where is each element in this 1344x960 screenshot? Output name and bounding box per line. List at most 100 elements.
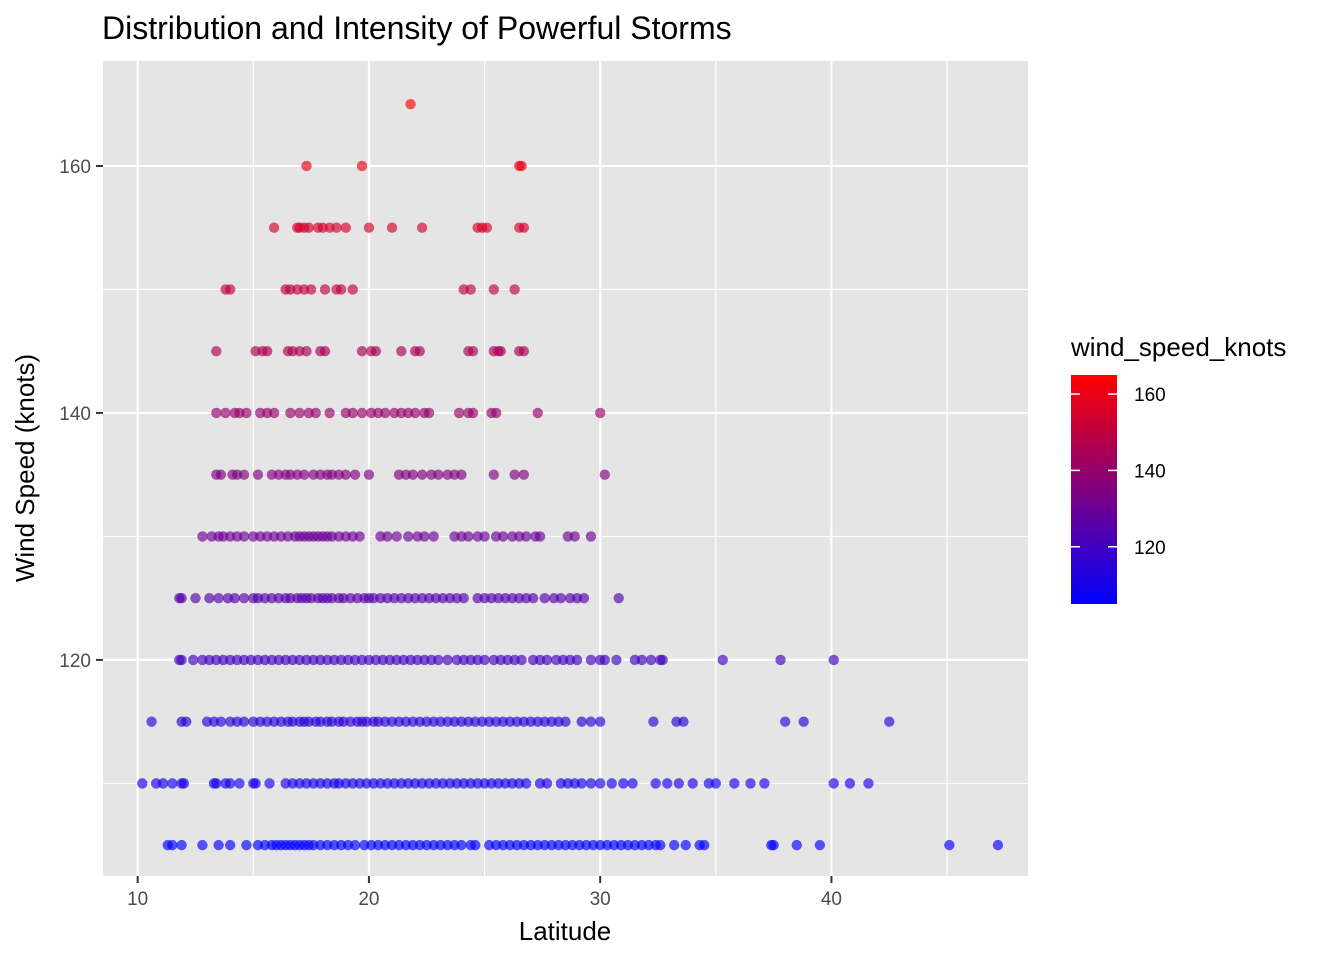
data-point — [687, 778, 698, 789]
data-point — [828, 654, 839, 666]
data-point — [534, 531, 546, 542]
data-point — [645, 654, 657, 666]
data-point — [541, 778, 553, 789]
data-point — [944, 839, 955, 851]
data-point — [465, 284, 476, 295]
y-tick-label: 120 — [59, 651, 91, 672]
data-point — [648, 716, 659, 727]
data-point — [710, 778, 722, 789]
data-point — [541, 654, 553, 666]
data-point — [467, 345, 479, 357]
data-point — [863, 778, 874, 789]
data-point — [363, 222, 375, 233]
data-point — [264, 778, 275, 789]
data-point — [213, 592, 224, 604]
data-point — [319, 284, 331, 295]
data-point — [555, 592, 567, 604]
data-point — [594, 407, 606, 419]
data-point — [167, 839, 178, 851]
x-axis-title: Latitude — [519, 916, 612, 946]
data-point — [181, 716, 192, 727]
data-point — [197, 531, 208, 542]
data-point — [479, 531, 490, 542]
data-point — [229, 592, 241, 604]
data-point — [379, 407, 391, 419]
data-point — [585, 716, 597, 727]
y-axis-ticks: 120 140 160 — [59, 157, 103, 672]
data-point — [611, 654, 622, 666]
data-point — [680, 839, 691, 851]
data-point — [224, 839, 236, 851]
data-point — [176, 592, 187, 604]
data-point — [340, 469, 352, 480]
x-tick-label: 30 — [590, 889, 611, 910]
data-point — [234, 778, 245, 789]
data-point — [238, 531, 250, 542]
data-point — [433, 654, 444, 666]
data-point — [662, 778, 673, 789]
data-point — [176, 839, 187, 851]
data-point — [814, 839, 826, 851]
data-point — [356, 160, 368, 172]
data-point — [391, 531, 402, 542]
data-point — [220, 407, 231, 419]
data-point — [518, 222, 530, 233]
x-tick-label: 40 — [821, 889, 842, 910]
x-tick-label: 20 — [358, 889, 379, 910]
data-point — [636, 654, 648, 666]
legend-tick-label: 120 — [1134, 538, 1166, 559]
data-point — [768, 839, 779, 851]
data-point — [211, 407, 222, 419]
data-point — [414, 345, 426, 357]
data-point — [576, 778, 587, 789]
data-point — [599, 654, 611, 666]
data-point — [303, 222, 315, 233]
data-point — [310, 407, 321, 419]
data-point — [238, 592, 250, 604]
data-point — [613, 592, 624, 604]
data-point — [779, 716, 791, 727]
data-point — [403, 531, 414, 542]
data-point — [382, 531, 393, 542]
data-point — [456, 839, 467, 851]
data-point — [488, 469, 500, 480]
data-point — [305, 284, 317, 295]
data-point — [532, 407, 543, 419]
data-point — [241, 407, 252, 419]
data-point — [187, 654, 199, 666]
data-point — [518, 469, 530, 480]
data-point — [463, 531, 474, 542]
data-point — [509, 469, 520, 480]
data-point — [347, 284, 358, 295]
data-point — [479, 654, 490, 666]
data-point — [495, 345, 506, 357]
data-point — [347, 407, 358, 419]
data-point — [211, 345, 222, 357]
data-point — [268, 222, 280, 233]
data-point — [386, 222, 398, 233]
data-point — [176, 654, 187, 666]
data-point — [354, 531, 365, 542]
data-point — [213, 839, 224, 851]
data-point — [215, 716, 227, 727]
data-point — [599, 469, 611, 480]
legend-colorbar — [1071, 375, 1117, 604]
data-point — [204, 592, 215, 604]
data-point — [509, 284, 520, 295]
legend-tick-label: 140 — [1134, 461, 1166, 482]
data-point — [396, 345, 407, 357]
data-point — [655, 839, 666, 851]
data-point — [578, 592, 590, 604]
data-points — [137, 99, 1004, 851]
data-point — [211, 778, 222, 789]
data-point — [828, 778, 839, 789]
data-point — [594, 716, 606, 727]
legend-title: wind_speed_knots — [1070, 332, 1286, 362]
data-point — [324, 407, 335, 419]
data-point — [241, 839, 252, 851]
data-point — [456, 469, 467, 480]
data-point — [618, 778, 629, 789]
data-point — [416, 469, 428, 480]
data-point — [405, 99, 416, 110]
data-point — [699, 839, 710, 851]
